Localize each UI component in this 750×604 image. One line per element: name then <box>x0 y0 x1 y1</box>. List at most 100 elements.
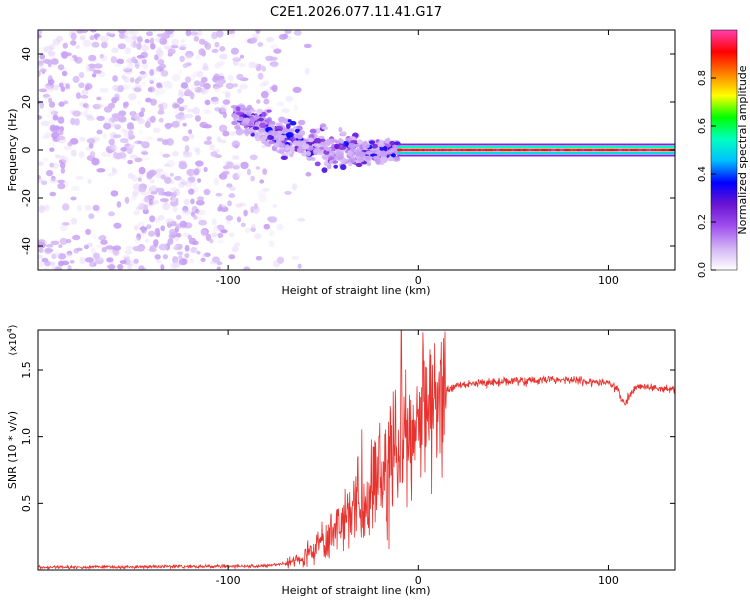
spectrogram-cell <box>200 257 206 262</box>
spectrogram-cell <box>49 178 59 184</box>
spectrogram-cell <box>151 199 159 205</box>
spectrogram-cell <box>119 138 129 144</box>
spectrogram-cell <box>177 92 184 98</box>
spectrogram-cell <box>39 102 45 109</box>
spectrogram-cell <box>212 256 220 263</box>
spectrogram-cell <box>55 154 61 159</box>
spectrogram-cell <box>174 197 179 204</box>
spectrogram-cell <box>261 65 267 72</box>
spectrogram-cell <box>291 183 298 191</box>
spectrogram-cell <box>240 161 249 170</box>
spectrogram-cell <box>70 149 77 157</box>
spectrogram-cell <box>178 89 184 94</box>
spectrogram-cell <box>193 246 198 252</box>
spectrogram-cell <box>38 34 42 39</box>
spectrogram-cell <box>83 103 89 108</box>
spectrogram-cell <box>189 258 195 264</box>
spectrogram-cell <box>39 68 47 73</box>
spectrogram-cell <box>44 93 49 99</box>
spectrogram-cell <box>145 136 154 141</box>
spectrogram-cell <box>322 155 329 161</box>
spectrogram-cell <box>244 227 251 234</box>
spectrogram-cell <box>173 244 179 249</box>
spectrogram-cell <box>250 206 255 214</box>
spectrogram-cell <box>55 249 60 255</box>
spectrogram-cell <box>92 204 100 212</box>
spectrogram-cell <box>92 233 98 239</box>
spectrogram-cell <box>117 30 127 34</box>
spectrogram-cell <box>278 149 285 155</box>
spectrogram-cell <box>136 54 145 59</box>
spectrogram-cell <box>83 110 88 117</box>
spectrogram-cell <box>273 48 282 54</box>
y-tick-label: -40 <box>20 237 33 255</box>
spectrogram-cell <box>58 101 65 107</box>
spectrogram-cell <box>203 82 211 90</box>
spectrogram-cell <box>387 156 395 162</box>
spectrogram-cell <box>90 151 96 158</box>
spectrogram-cell <box>85 64 91 72</box>
spectrogram-cell <box>262 168 268 175</box>
spectrogram-cell <box>49 147 55 152</box>
spectrogram-cell <box>49 191 57 197</box>
spectrogram-cell <box>112 245 122 251</box>
spectrogram-cell <box>201 66 210 71</box>
spectrogram-cell <box>60 86 66 92</box>
colorbar-ticks: 0.0 0.2 0.4 0.6 0.8 <box>697 70 716 278</box>
spectrogram-cell <box>38 30 43 36</box>
spectrogram-cell <box>98 235 107 241</box>
spectrogram-cell <box>271 84 278 93</box>
spectrogram-cell <box>338 126 343 133</box>
spectrogram-cell <box>43 45 53 53</box>
spectrogram-cell <box>110 143 119 151</box>
spectrogram-cell <box>75 176 84 180</box>
spectrogram-cell <box>137 118 145 125</box>
spectrogram-cell <box>108 138 115 146</box>
spectrogram-cell <box>155 49 165 58</box>
spectrogram-cell <box>100 35 110 43</box>
spectrogram-cell <box>136 246 145 252</box>
spectrogram-cell <box>184 180 192 188</box>
spectrogram-cell <box>50 58 59 65</box>
spectrogram-cell <box>112 84 120 92</box>
spectrogram-cell <box>251 223 256 230</box>
spectrogram-cell <box>282 119 290 124</box>
spectrogram-cell <box>255 137 262 142</box>
spectrogram-cell <box>170 262 176 268</box>
spectrogram-cell <box>258 194 268 203</box>
spectrogram-cell <box>340 164 347 171</box>
spectrogram-cell <box>136 233 142 241</box>
spectrogram-cell <box>297 263 302 269</box>
spectrogram-cell <box>189 248 197 254</box>
spectrogram-cell <box>94 63 103 69</box>
spectrogram-cell <box>181 181 188 186</box>
spectrogram-cell <box>99 55 108 62</box>
spectrogram-cell <box>141 151 149 156</box>
spectrogram-cell <box>124 196 130 204</box>
spectrogram-cell <box>178 255 183 260</box>
spectrogram-cell <box>269 61 279 67</box>
spectrogram-cell <box>130 115 140 121</box>
spectrogram-cell <box>305 172 312 177</box>
spectrogram-cell <box>73 267 80 270</box>
spectrogram-cell <box>172 256 179 264</box>
spectrogram-cell <box>171 38 180 46</box>
spectrogram-cell <box>89 35 95 41</box>
spectrogram-cell <box>62 42 68 49</box>
spectrogram-cell <box>230 131 237 136</box>
spectrogram-cell <box>314 161 321 167</box>
spectrogram-cell <box>38 106 41 114</box>
spectrogram-cell <box>53 252 60 259</box>
spectrogram-cell <box>136 42 142 50</box>
spectrogram-cell <box>79 72 85 79</box>
spectrogram-cell <box>672 151 675 155</box>
spectrogram-cell <box>79 136 86 142</box>
spectrogram-cell <box>378 143 385 148</box>
spectrogram-cell <box>48 118 56 125</box>
spectrogram-cell <box>158 63 167 69</box>
spectrogram-cell <box>65 253 73 259</box>
spectrogram-cell <box>133 258 139 264</box>
spectrogram-cell <box>207 110 213 115</box>
spectrogram-cell <box>118 116 127 123</box>
